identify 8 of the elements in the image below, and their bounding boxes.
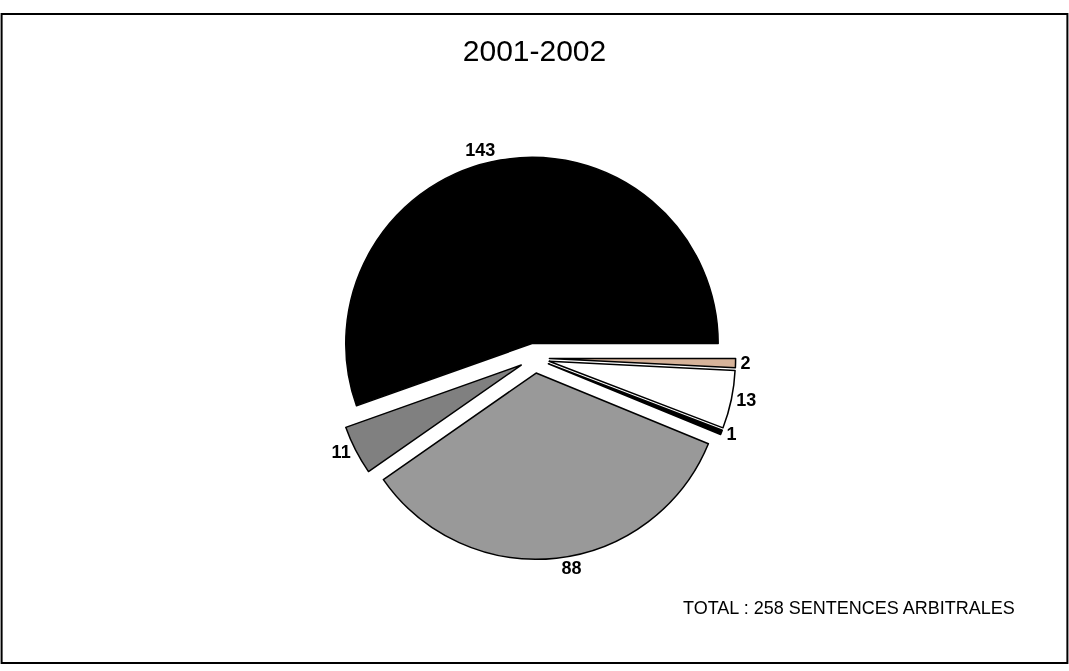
data-label: 2 — [740, 353, 751, 374]
data-label: 143 — [465, 140, 496, 161]
data-label: 1 — [726, 423, 737, 444]
text: TOTAL : 258 SENTENCES ARBITRALES — [683, 598, 1015, 618]
chart-title: 2001-2002 — [462, 34, 607, 68]
data-label: 13 — [736, 390, 757, 411]
data-label: 88 — [561, 558, 582, 579]
data-label: 11 — [331, 442, 351, 463]
